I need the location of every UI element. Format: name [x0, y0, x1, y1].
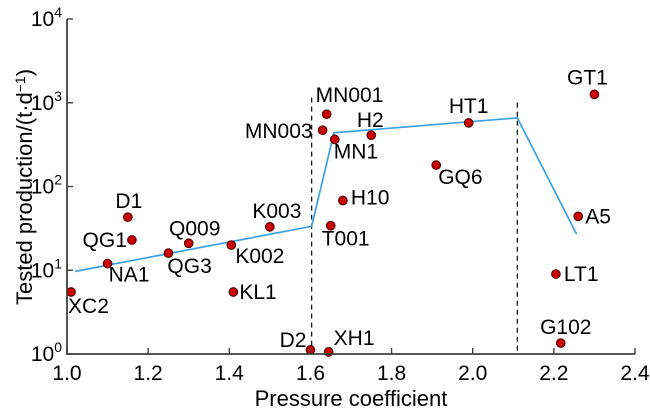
data-point-lt1: [551, 269, 561, 279]
data-point-mn001: [321, 109, 332, 120]
y-tick-label: 101: [31, 255, 62, 282]
point-label-d2: D2: [280, 329, 307, 352]
x-tick-label: 2.4: [620, 362, 650, 385]
point-label-xh1: XH1: [334, 327, 375, 350]
point-label-mn001: MN001: [316, 84, 384, 107]
point-label-d1: D1: [115, 190, 142, 213]
point-label-gt1: GT1: [567, 66, 608, 89]
y-axis-title: Tested production/(t·d−1): [12, 69, 37, 305]
point-label-mn1: MN1: [334, 140, 378, 163]
point-label-qg1: QG1: [83, 229, 127, 252]
point-label-gq6: GQ6: [438, 166, 482, 189]
data-point-k003: [265, 221, 275, 232]
point-label-xc2: XC2: [68, 295, 109, 318]
data-point-h2: [366, 130, 377, 141]
x-tick-label: 1.8: [377, 362, 406, 385]
x-tick-label: 1.6: [296, 362, 325, 385]
data-point-mn003: [317, 125, 328, 136]
point-label-g102: G102: [540, 316, 591, 339]
point-label-t001: T001: [322, 228, 370, 251]
point-label-k003: K003: [252, 200, 301, 223]
data-point-qg1: [127, 235, 137, 245]
point-label-h2: H2: [357, 109, 384, 132]
point-label-qg3: QG3: [167, 255, 211, 278]
x-tick-label: 1.0: [52, 362, 81, 385]
x-axis-title: Pressure coefficient: [255, 386, 448, 411]
y-tick-label: 100: [31, 339, 62, 366]
point-label-a5: A5: [585, 205, 611, 228]
data-point-g102: [555, 338, 566, 348]
data-point-gt1: [589, 89, 600, 100]
point-label-k002: K002: [235, 245, 284, 268]
data-point-qg3: [163, 248, 174, 259]
data-point-a5: [573, 211, 584, 222]
data-point-ht1: [463, 118, 474, 128]
point-label-h10: H10: [351, 187, 390, 210]
point-label-na1: NA1: [109, 264, 150, 287]
x-tick-label: 2.0: [458, 362, 487, 385]
point-label-ht1: HT1: [449, 95, 489, 118]
data-point-t001: [325, 220, 336, 231]
y-tick-label: 104: [31, 4, 62, 31]
x-tick-label: 1.2: [134, 362, 163, 385]
point-label-q009: Q009: [169, 217, 220, 240]
data-point-kl1: [228, 287, 239, 297]
data-point-k002: [226, 240, 237, 250]
y-tick-label: 103: [31, 88, 62, 115]
x-tick-label: 2.2: [539, 362, 568, 385]
data-point-mn1: [329, 134, 340, 145]
y-tick-label: 102: [31, 172, 62, 199]
data-point-gq6: [431, 160, 442, 170]
data-point-q009: [183, 238, 194, 249]
point-label-kl1: KL1: [239, 281, 276, 304]
x-tick-label: 1.4: [215, 362, 245, 385]
point-label-mn003: MN003: [245, 120, 313, 143]
data-point-na1: [102, 258, 113, 269]
data-point-h10: [338, 195, 348, 206]
data-point-d1: [123, 212, 133, 223]
point-label-lt1: LT1: [564, 263, 599, 286]
